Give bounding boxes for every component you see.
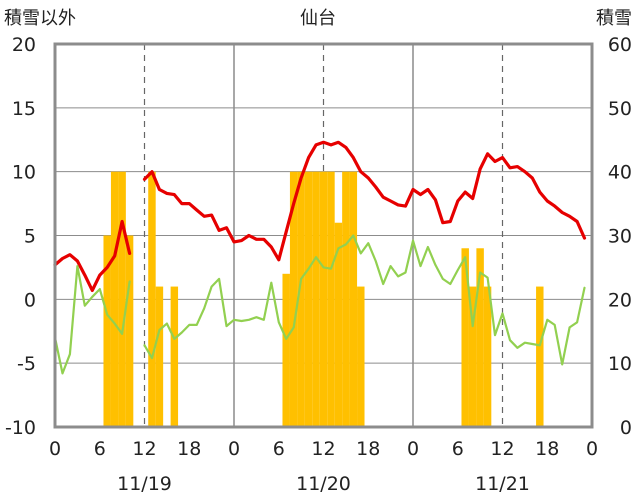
right-axis-tick-label: 50 (608, 98, 632, 120)
snow-depth-bar (148, 171, 156, 427)
snow-depth-bar (327, 171, 335, 427)
right-axis-tick-label: 60 (608, 34, 632, 56)
right-axis-ticks: 60 50 40 30 20 10 0 (608, 34, 632, 439)
snow-depth-bar (334, 222, 343, 427)
right-axis-tick-label: 40 (608, 162, 632, 184)
series-0-line (142, 140, 587, 262)
x-axis-tick-label: 12 (132, 438, 156, 460)
snow-depth-bar (170, 286, 179, 427)
snow-depth-bar (342, 171, 350, 427)
snow-depth-bar (289, 171, 298, 427)
right-axis-title: 積雪 (596, 8, 632, 29)
snow-depth-bars (103, 171, 544, 427)
chart-title: 仙台 (300, 8, 336, 29)
snow-depth-bar (155, 286, 164, 427)
right-axis-tick-label: 30 (608, 226, 632, 248)
left-axis-title: 積雪以外 (4, 8, 76, 29)
snow-depth-bar (118, 171, 126, 427)
snow-depth-bar (461, 248, 469, 427)
date-labels: 11/19 11/20 11/21 (117, 473, 530, 495)
x-axis-tick-label: 12 (490, 438, 514, 460)
x-axis-ticks: 0 6 12 18 0 6 12 18 0 6 12 18 0 (49, 438, 598, 460)
series-0-line (53, 219, 132, 292)
snow-depth-bar (468, 286, 477, 427)
left-axis-tick-label: -10 (5, 417, 36, 439)
left-axis-tick-label: 20 (12, 34, 36, 56)
snow-depth-bar (476, 248, 484, 427)
series-1-line (53, 265, 131, 375)
snow-depth-bar (536, 286, 544, 427)
snow-depth-bar (103, 235, 111, 427)
x-axis-tick-label: 0 (228, 438, 240, 460)
x-axis-tick-label: 12 (311, 438, 335, 460)
x-axis-tick-label: 18 (177, 438, 201, 460)
x-axis-tick-label: 0 (49, 438, 61, 460)
x-axis-tick-label: 0 (586, 438, 598, 460)
plot-frame (53, 42, 594, 429)
left-axis-tick-label: 10 (12, 162, 36, 184)
snow-depth-bar (110, 171, 119, 427)
x-axis-tick-label: 18 (535, 438, 559, 460)
right-axis-tick-label: 20 (608, 289, 632, 311)
snow-depth-bar (297, 171, 305, 427)
snow-depth-bar (304, 171, 313, 427)
date-label: 11/20 (296, 473, 351, 495)
right-axis-tick-label: 0 (620, 417, 632, 439)
snow-depth-bar (282, 273, 290, 427)
x-axis-tick-label: 6 (273, 438, 285, 460)
date-label: 11/21 (475, 473, 530, 495)
snow-depth-bar (125, 235, 134, 427)
x-axis-tick-label: 6 (452, 438, 464, 460)
plot-border (53, 42, 594, 429)
snow-depth-bar (312, 171, 320, 427)
snow-depth-bar (483, 286, 492, 427)
snow-depth-bar (349, 171, 358, 427)
left-axis-tick-label: 0 (24, 289, 36, 311)
snow-depth-bar (357, 286, 365, 427)
x-axis-tick-label: 18 (356, 438, 380, 460)
left-axis-tick-label: -5 (17, 353, 36, 375)
snow-depth-bar (319, 171, 328, 427)
left-axis-tick-label: 5 (24, 226, 36, 248)
series-1-line (143, 234, 586, 366)
left-axis-ticks: 20 15 10 5 0 -5 -10 (5, 34, 36, 439)
date-label: 11/19 (117, 473, 172, 495)
right-axis-tick-label: 10 (608, 353, 632, 375)
left-axis-tick-label: 15 (12, 98, 36, 120)
x-axis-tick-label: 0 (407, 438, 419, 460)
x-axis-tick-label: 6 (94, 438, 106, 460)
